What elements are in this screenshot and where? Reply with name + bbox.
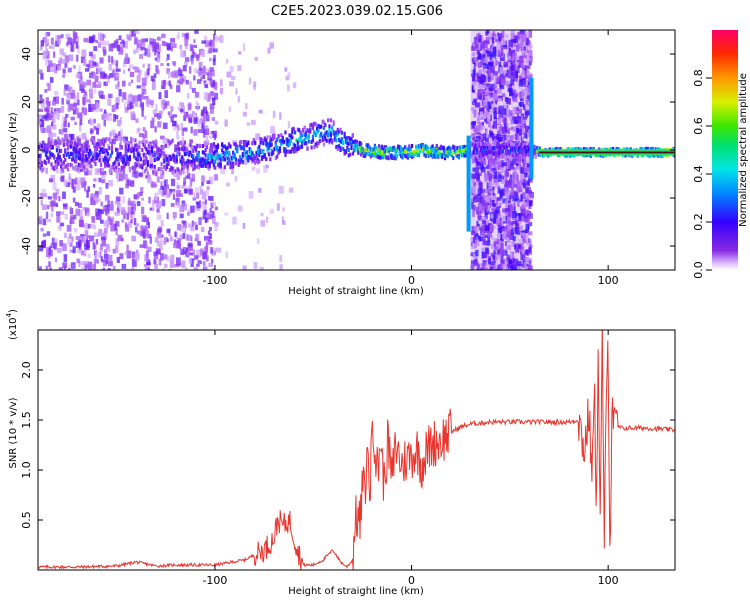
spectrogram-image — [38, 30, 675, 270]
figure-title: C2E5.2023.039.02.15.G06 — [271, 4, 443, 19]
spectrogram-y-tick-label: 40 — [20, 47, 33, 61]
spectrogram-y-tick-label: 20 — [20, 95, 33, 109]
snr-y-tick-label: 2.0 — [20, 361, 33, 379]
colorbar-tick-label: 0.8 — [692, 69, 705, 87]
spectrogram-y-tick-label: -40 — [20, 237, 33, 255]
svg-text:(x104): (x104) — [5, 309, 19, 340]
snr-y-tick-label: 1.5 — [20, 411, 33, 429]
snr-x-axis-label: Height of straight line (km) — [288, 586, 424, 597]
snr-series-line-group — [38, 330, 675, 570]
snr-series-line — [38, 330, 675, 570]
snr-multiplier-exp: 4 — [5, 312, 13, 317]
colorbar-gradient — [712, 30, 738, 270]
spectrogram-y-axis-label: Frequency (Hz) — [8, 112, 19, 188]
snr-x-tick-label: 100 — [598, 574, 619, 587]
spectrogram-x-tick-label: 0 — [408, 274, 415, 287]
snr-x-tick-label: 0 — [408, 574, 415, 587]
spectrogram-x-axis-label: Height of straight line (km) — [288, 286, 424, 297]
colorbar-label: Normalized spectral amplitude — [738, 73, 749, 227]
spectrogram-y-tick-label: -20 — [20, 189, 33, 207]
snr-axis-multiplier: (x104) — [5, 309, 19, 340]
snr-multiplier-base: (x10 — [8, 317, 19, 340]
spectrogram-x-tick-label: -100 — [202, 274, 227, 287]
spectrogram-panel: -100 0 100 -40 -20 0 20 40 Height of straight … — [8, 29, 676, 297]
snr-y-tick-label: 1.0 — [20, 461, 33, 479]
colorbar-ticks: 0.0 0.2 0.4 0.6 0.8 — [692, 69, 712, 279]
snr-y-axis-label: SNR (10 * v/v) — [8, 397, 19, 468]
spectrogram-cells — [38, 30, 675, 270]
colorbar-tick-label: 0.6 — [692, 117, 705, 135]
snr-x-ticks: -100 0 100 — [202, 330, 619, 587]
spectrogram-x-ticks: -100 0 100 — [202, 30, 619, 287]
colorbar: 0.0 0.2 0.4 0.6 0.8 Normalized spectral ampl… — [692, 30, 749, 279]
colorbar-tick-label: 0.0 — [692, 261, 705, 279]
snr-y-tick-label: 0.5 — [20, 511, 33, 529]
colorbar-tick-label: 0.2 — [692, 213, 705, 231]
snr-x-tick-label: -100 — [202, 574, 227, 587]
colorbar-tick-label: 0.4 — [692, 165, 705, 183]
spectrogram-y-tick-label: 0 — [20, 147, 33, 154]
snr-panel: -100 0 100 0.5 1.0 1.5 2.0 Height of straight… — [5, 309, 676, 597]
spectrogram-x-tick-label: 100 — [598, 274, 619, 287]
spectrogram-y-ticks: -40 -20 0 20 40 — [20, 47, 675, 255]
snr-frame — [37, 329, 676, 571]
snr-y-ticks: 0.5 1.0 1.5 2.0 — [20, 361, 675, 529]
